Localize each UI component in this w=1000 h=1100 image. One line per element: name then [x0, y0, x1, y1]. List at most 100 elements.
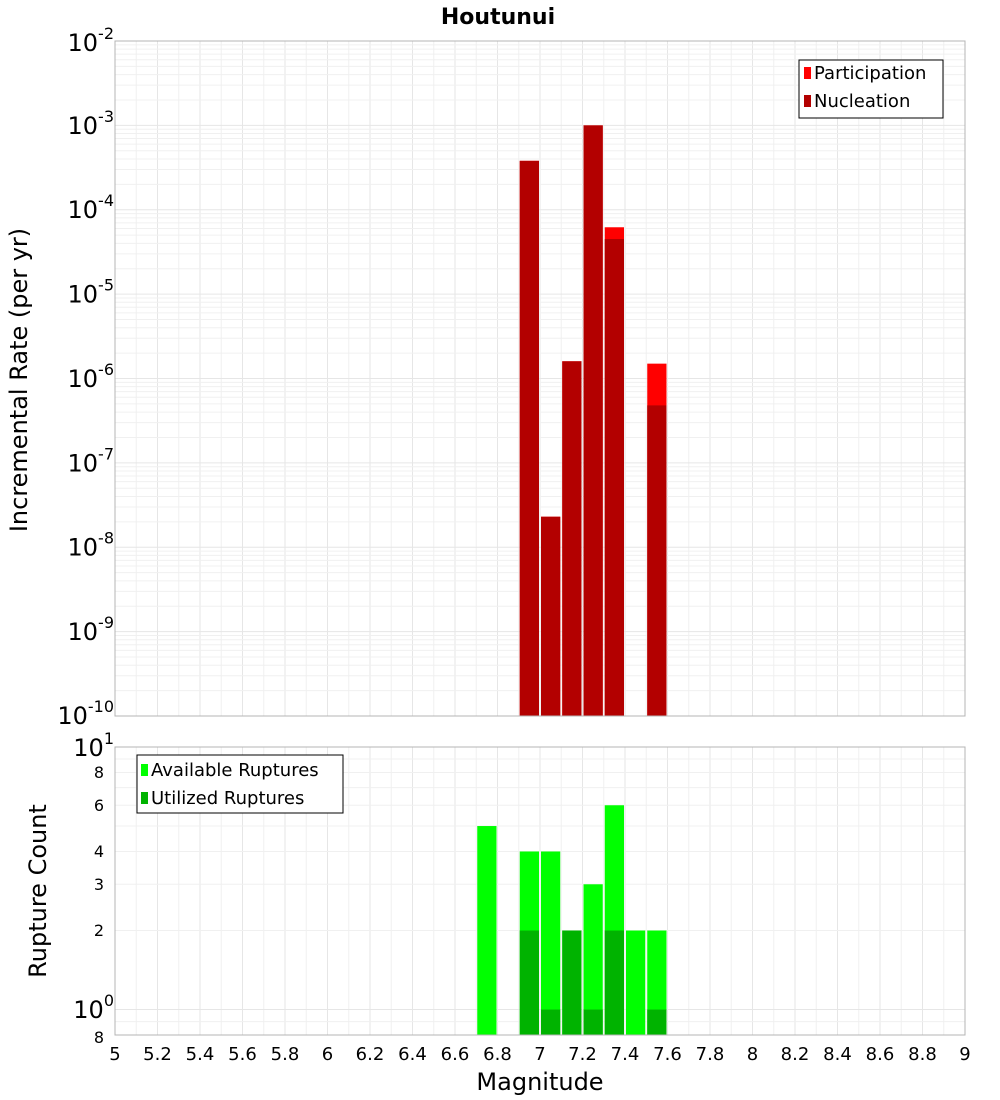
y-tick-label: 3	[94, 875, 104, 894]
y-tick-exponent: -7	[98, 444, 114, 463]
legend-participation-swatch	[804, 67, 811, 79]
count-utilized-ruptures-bar	[519, 930, 539, 1035]
x-tick-label: 6.2	[356, 1044, 385, 1065]
y-tick-base: 8	[94, 763, 104, 782]
count-legend: Available Ruptures Utilized Ruptures	[136, 754, 344, 814]
rate-panel-y-ticks: 10-210-310-410-510-610-710-810-910-10	[57, 24, 114, 730]
y-tick-label: 4	[94, 842, 104, 861]
x-tick-label: 8	[747, 1044, 758, 1065]
y-tick-base: 10	[57, 702, 88, 730]
rate-legend-box	[798, 59, 944, 119]
y-tick-exponent: -5	[98, 276, 114, 295]
rate-panel-grid	[114, 40, 966, 717]
y-tick-exponent: -6	[98, 360, 114, 379]
y-tick-label: 6	[94, 796, 104, 815]
x-tick-label: 6.6	[441, 1044, 470, 1065]
y-tick-exponent: -2	[98, 24, 114, 43]
rate-nucleation-bar	[583, 125, 603, 716]
count-utilized-ruptures-bar	[562, 930, 582, 1035]
y-tick-base: 10	[73, 996, 104, 1024]
y-tick-base: 10	[68, 112, 99, 140]
x-tick-label: 5.8	[271, 1044, 300, 1065]
rate-panel-frame	[114, 40, 966, 717]
y-tick-base: 10	[68, 29, 99, 57]
count-panel-grid	[114, 746, 966, 1036]
y-tick-label: 2	[94, 921, 104, 940]
y-tick-exponent: -3	[98, 107, 114, 126]
legend-available-swatch	[141, 764, 148, 776]
rate-nucleation-bar	[562, 361, 582, 716]
y-tick-label: 101	[73, 729, 114, 762]
x-axis-label: Magnitude	[476, 1068, 603, 1096]
x-tick-label: 8.8	[908, 1044, 937, 1065]
y-tick-label: 8	[94, 763, 104, 782]
y-tick-label: 10-5	[68, 276, 115, 309]
rate-nucleation-bar	[647, 405, 667, 716]
y-tick-base: 6	[94, 796, 104, 815]
count-available-ruptures-bar	[583, 884, 603, 1035]
legend-utilized-swatch	[141, 792, 148, 804]
y-tick-label: 10-3	[68, 107, 115, 140]
count-utilized-ruptures-bar	[541, 1009, 561, 1035]
x-tick-label: 7.6	[653, 1044, 682, 1065]
x-tick-label: 5	[109, 1044, 120, 1065]
legend-nucleation-swatch	[804, 95, 811, 107]
count-y-axis-label: Rupture Count	[24, 804, 52, 978]
x-tick-label: 7.2	[568, 1044, 597, 1065]
rate-panel-bars	[519, 125, 667, 717]
y-tick-label: 10-4	[68, 191, 115, 224]
count-panel-frame	[114, 746, 966, 1036]
rate-nucleation-bar	[604, 239, 624, 716]
x-tick-label: 6.4	[398, 1044, 427, 1065]
count-utilized-ruptures-bar	[604, 930, 624, 1035]
y-tick-label: 10-9	[68, 613, 115, 646]
legend-utilized-label: Utilized Ruptures	[151, 788, 304, 809]
y-tick-base: 10	[68, 365, 99, 393]
x-tick-label: 6	[322, 1044, 333, 1065]
rate-legend: Participation Nucleation	[798, 59, 944, 119]
y-tick-base: 10	[68, 618, 99, 646]
y-tick-exponent: -4	[98, 191, 114, 210]
count-panel-bars	[477, 805, 667, 1035]
count-available-ruptures-bar	[647, 930, 667, 1035]
count-available-ruptures-bar	[626, 930, 646, 1035]
y-tick-label: 100	[73, 991, 114, 1024]
count-available-ruptures-bar	[477, 826, 497, 1035]
count-available-ruptures-bar	[541, 851, 561, 1035]
rate-panel: 10-210-310-410-510-610-710-810-910-10 In…	[5, 24, 966, 730]
x-tick-label: 8.6	[866, 1044, 895, 1065]
y-tick-base: 2	[94, 921, 104, 940]
y-tick-base: 8	[94, 1028, 104, 1047]
y-tick-exponent: -9	[98, 613, 114, 632]
count-legend-box	[136, 754, 344, 814]
y-tick-label: 10-6	[68, 360, 115, 393]
legend-nucleation-label: Nucleation	[814, 91, 910, 112]
rate-nucleation-bar	[541, 516, 561, 716]
x-tick-label: 7	[534, 1044, 545, 1065]
x-tick-label: 7.4	[611, 1044, 640, 1065]
x-tick-label: 7.8	[696, 1044, 725, 1065]
y-tick-base: 10	[68, 449, 99, 477]
x-tick-label: 8.4	[823, 1044, 852, 1065]
legend-participation-label: Participation	[814, 63, 926, 84]
count-utilized-ruptures-bar	[647, 1009, 667, 1035]
rate-nucleation-bar	[519, 160, 539, 717]
chart-title: Houtunui	[441, 5, 555, 30]
x-tick-label: 6.8	[483, 1044, 512, 1065]
y-tick-label: 8	[94, 1028, 104, 1047]
y-tick-label: 10-10	[57, 697, 114, 730]
y-tick-exponent: -10	[88, 697, 114, 716]
x-tick-label: 8.2	[781, 1044, 810, 1065]
x-tick-label: 9	[959, 1044, 970, 1065]
legend-available-label: Available Ruptures	[151, 760, 319, 781]
y-tick-base: 10	[73, 734, 104, 762]
x-tick-label: 5.6	[228, 1044, 257, 1065]
y-tick-exponent: -8	[98, 529, 114, 548]
rate-y-axis-label: Incremental Rate (per yr)	[5, 228, 33, 532]
x-axis-ticks: 5 5.2 5.4 5.6 5.8 6 6.2 6.4 6.6 6.8 7 7.2 7.4 7.6 7.8 8…	[109, 1044, 970, 1065]
x-tick-label: 5.2	[143, 1044, 172, 1065]
y-tick-label: 10-7	[68, 444, 115, 477]
